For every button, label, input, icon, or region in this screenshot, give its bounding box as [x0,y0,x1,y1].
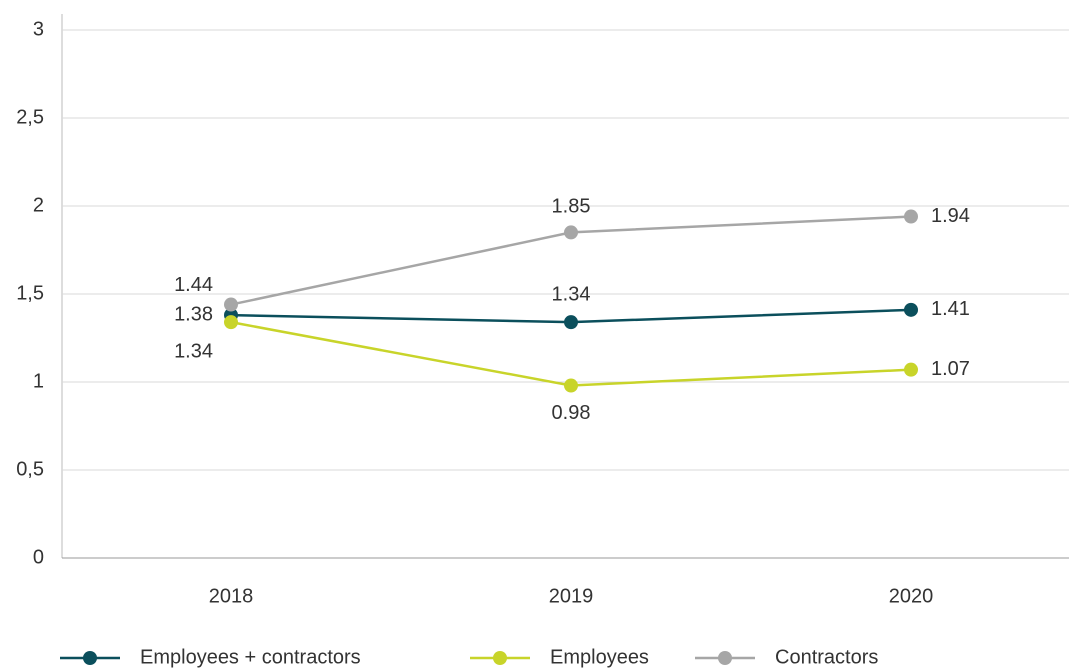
point [224,315,238,330]
legend-marker [718,651,732,665]
legend-label: Contractors [775,646,878,668]
data-label: 1.44 [174,274,213,296]
x-tick-label: 2020 [889,585,934,607]
y-tick-label: 1 [33,370,44,392]
y-tick-label: 1,5 [16,282,44,304]
data-label: 1.34 [552,283,591,305]
point [224,297,238,312]
y-tick-label: 2,5 [16,106,44,128]
y-tick-label: 0 [33,546,44,568]
data-label: 1.41 [931,298,970,320]
data-label: 0.98 [552,402,591,424]
series-line [230,320,912,387]
x-tick-label: 2019 [549,585,594,607]
data-label: 1.07 [931,358,970,380]
legend-marker [83,651,97,665]
legend-marker [493,651,507,665]
point [904,302,918,317]
data-label: 1.94 [931,205,970,227]
legend-label: Employees [550,646,649,668]
point [904,209,918,224]
y-tick-label: 3 [33,18,44,40]
point [564,315,578,330]
data-label: 1.85 [552,196,591,218]
data-label: 1.38 [174,303,213,325]
data-label: 1.34 [174,340,213,362]
legend-label: Employees + contractors [140,646,361,668]
y-tick-label: 0,5 [16,458,44,480]
point [564,225,578,240]
point [904,362,918,377]
y-tick-label: 2 [33,194,44,216]
x-tick-label: 2018 [209,585,254,607]
point [564,378,578,393]
